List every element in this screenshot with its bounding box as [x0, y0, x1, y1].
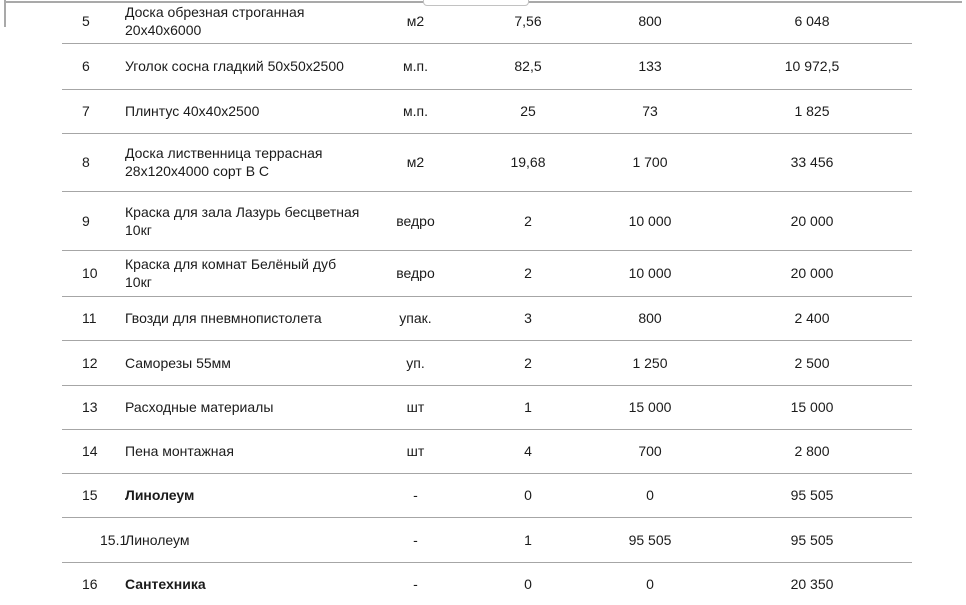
table-group-row: 16 Сантехника - 0 0 20 350 [62, 562, 912, 605]
table-row: 11 Гвозди для пневмнопистолета упак. 3 8… [62, 296, 912, 341]
item-name: Гвозди для пневмнопистолета [125, 310, 322, 326]
total-value: 2 800 [794, 443, 830, 459]
total-value: 2 400 [794, 310, 830, 326]
total-value: 20 000 [790, 265, 834, 281]
price-value: 73 [642, 103, 658, 119]
unit-value: шт [406, 399, 425, 415]
table-row: 12 Саморезы 55мм уп. 2 1 250 2 500 [62, 340, 912, 386]
unit-value: - [413, 575, 418, 592]
quantity-value: 1 [524, 399, 532, 415]
quantity-value: 0 [524, 487, 532, 503]
total-value: 1 825 [794, 103, 830, 119]
unit-value: - [413, 531, 418, 548]
item-name: Расходные материалы [125, 399, 274, 415]
price-value: 1 700 [632, 154, 668, 170]
row-number: 12 [82, 354, 98, 371]
table-row: 14 Пена монтажная шт 4 700 2 800 [62, 429, 912, 474]
quantity-value: 25 [520, 103, 536, 119]
row-number: 6 [82, 58, 90, 74]
price-value: 10 000 [628, 265, 672, 281]
unit-value: ведро [396, 212, 435, 229]
total-value: 20 350 [790, 575, 834, 592]
item-name: Сантехника [125, 575, 206, 592]
price-value: 15 000 [628, 399, 672, 415]
price-value: 133 [638, 58, 662, 74]
table-row: 10 Краска для комнат Белёный дуб 10кг ве… [62, 250, 912, 297]
row-number: 5 [82, 13, 90, 30]
unit-value: ведро [396, 265, 435, 281]
item-name: Краска для зала Лазурь бесцветная 10кг [125, 203, 360, 238]
total-value: 20 000 [790, 212, 834, 229]
quantity-value: 7,56 [514, 13, 542, 30]
price-value: 10 000 [628, 212, 672, 229]
quantity-value: 3 [524, 310, 532, 326]
row-number: 13 [82, 399, 98, 415]
price-value: 0 [646, 575, 654, 592]
item-name: Линолеум [125, 531, 190, 548]
price-value: 800 [638, 13, 662, 30]
item-name: Плинтус 40х40х2500 [125, 103, 260, 119]
table-subrow: 15.1 Линолеум - 1 95 505 95 505 [62, 517, 912, 563]
price-value: 800 [638, 310, 662, 326]
unit-value: м2 [406, 154, 425, 170]
item-name: Уголок сосна гладкий 50х50х2500 [125, 58, 344, 74]
table-row: 5 Доска обрезная строганная 20х40х6000 м… [62, 0, 912, 44]
row-number: 16 [82, 575, 98, 592]
unit-value: м2 [406, 13, 425, 30]
price-value: 0 [646, 487, 654, 503]
total-value: 15 000 [790, 399, 834, 415]
item-name: Краска для комнат Белёный дуб 10кг [125, 256, 337, 290]
table-row: 8 Доска лиственница террасная 28х120х400… [62, 133, 912, 192]
row-number: 9 [82, 212, 90, 229]
price-value: 1 250 [632, 354, 668, 371]
quantity-value: 82,5 [514, 58, 542, 74]
unit-value: шт [406, 443, 425, 459]
total-value: 95 505 [790, 487, 834, 503]
quantity-value: 2 [524, 265, 532, 281]
quantity-value: 2 [524, 354, 532, 371]
item-name: Доска обрезная строганная 20х40х6000 [125, 4, 305, 39]
row-number: 14 [82, 443, 98, 459]
row-number: 10 [82, 265, 98, 281]
table-row: 9 Краска для зала Лазурь бесцветная 10кг… [62, 191, 912, 251]
unit-value: упак. [399, 310, 432, 326]
total-value: 6 048 [794, 13, 830, 30]
price-value: 95 505 [628, 531, 672, 548]
total-value: 95 505 [790, 531, 834, 548]
quantity-value: 4 [524, 443, 532, 459]
price-value: 700 [638, 443, 662, 459]
row-number: 11 [82, 310, 97, 326]
unit-value: - [413, 487, 418, 503]
table-group-row: 15 Линолеум - 0 0 95 505 [62, 473, 912, 518]
table-row: 7 Плинтус 40х40х2500 м.п. 25 73 1 825 [62, 89, 912, 134]
estimate-table: 5 Доска обрезная строганная 20х40х6000 м… [62, 0, 912, 605]
unit-value: м.п. [403, 58, 428, 74]
row-number: 7 [82, 103, 90, 119]
item-name: Доска лиственница террасная 28х120х4000 … [125, 145, 323, 179]
unit-value: м.п. [403, 103, 428, 119]
total-value: 2 500 [794, 354, 830, 371]
table-row: 6 Уголок сосна гладкий 50х50х2500 м.п. 8… [62, 43, 912, 90]
quantity-value: 0 [524, 575, 532, 592]
table-row: 13 Расходные материалы шт 1 15 000 15 00… [62, 385, 912, 430]
total-value: 33 456 [790, 154, 834, 170]
quantity-value: 1 [524, 531, 532, 548]
item-name: Саморезы 55мм [125, 354, 231, 371]
row-number: 15 [82, 487, 98, 503]
unit-value: уп. [406, 354, 425, 371]
total-value: 10 972,5 [784, 58, 840, 74]
item-name: Линолеум [125, 487, 195, 503]
row-number: 15.1 [100, 531, 128, 548]
cropped-control[interactable] [423, 0, 529, 6]
left-border-fragment [4, 0, 6, 27]
quantity-value: 2 [524, 212, 532, 229]
row-number: 8 [82, 154, 90, 170]
quantity-value: 19,68 [510, 154, 546, 170]
item-name: Пена монтажная [125, 443, 234, 459]
